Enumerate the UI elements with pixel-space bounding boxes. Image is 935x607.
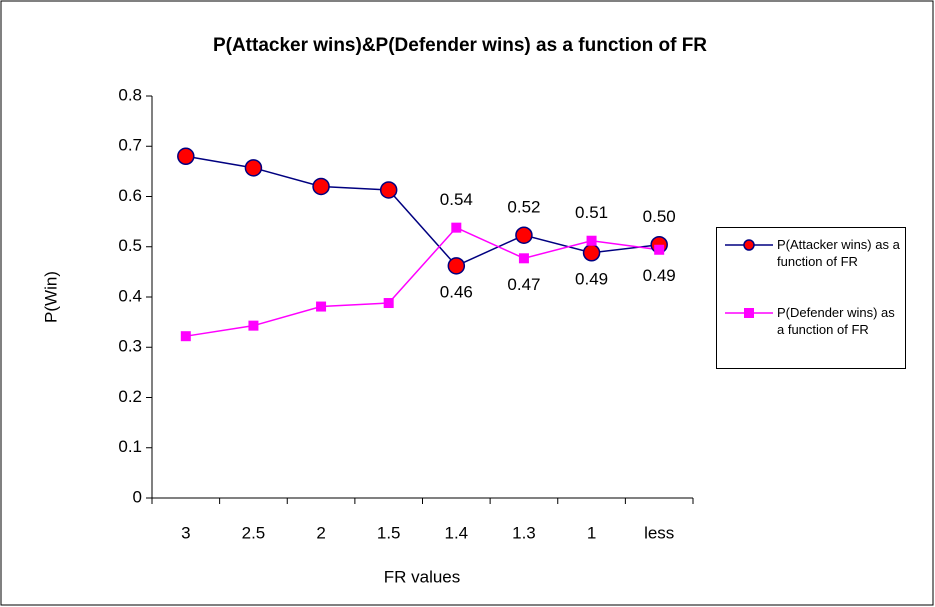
data-label: 0.51 [575,203,608,222]
point [451,222,462,233]
legend-symbol [725,308,773,318]
y-tick-label: 0.3 [118,337,142,356]
y-tick-label: 0.6 [118,186,142,205]
point [447,257,466,275]
legend-marker [744,308,754,318]
point [244,159,263,177]
y-axis-label: P(Win) [41,271,60,323]
point [582,244,601,262]
x-tick-label: 1.5 [377,523,401,542]
x-tick-label: 2 [316,523,325,542]
legend: P(Attacker wins) as a function of FR P(De… [716,227,906,369]
y-tick-label: 0.2 [118,387,142,406]
point [515,226,533,244]
chart-title: P(Attacker wins)&P(Defender wins) as a f… [213,35,707,56]
x-tick-label: 1 [587,523,596,542]
data-label: 0.54 [440,190,473,209]
x-axis-label: FR values [384,567,461,586]
x-tick-label: 1.3 [512,523,536,542]
x-tick-label: less [644,523,674,542]
legend-marker [743,239,755,251]
data-label: 0.50 [643,207,676,226]
point [312,177,330,196]
point [654,244,665,255]
x-tick-label: 2.5 [242,523,266,542]
point [379,181,398,199]
data-label: 0.52 [507,198,540,217]
legend-label: P(Attacker wins) as a function of FR [777,237,900,269]
y-tick-label: 0.7 [118,136,142,155]
data-label: 0.49 [575,269,608,288]
point [177,147,195,166]
point [518,253,529,264]
point [586,235,597,246]
point [316,301,327,312]
legend-symbol [725,239,773,251]
point [383,298,394,309]
point [180,331,191,342]
point [248,320,259,331]
legend-label: P(Defender wins) as a function of FR [777,305,895,337]
y-tick-label: 0 [133,487,142,506]
x-tick-label: 3 [181,523,190,542]
y-tick-label: 0.8 [118,85,142,104]
y-tick-label: 0.4 [118,286,142,305]
data-label: 0.49 [643,266,676,285]
data-label: 0.47 [507,275,540,294]
y-tick-label: 0.5 [118,236,142,255]
y-tick-label: 0.1 [118,437,142,456]
series-line [185,226,660,337]
data-label: 0.46 [440,282,473,301]
series-line [185,155,660,267]
x-tick-label: 1.4 [444,523,468,542]
